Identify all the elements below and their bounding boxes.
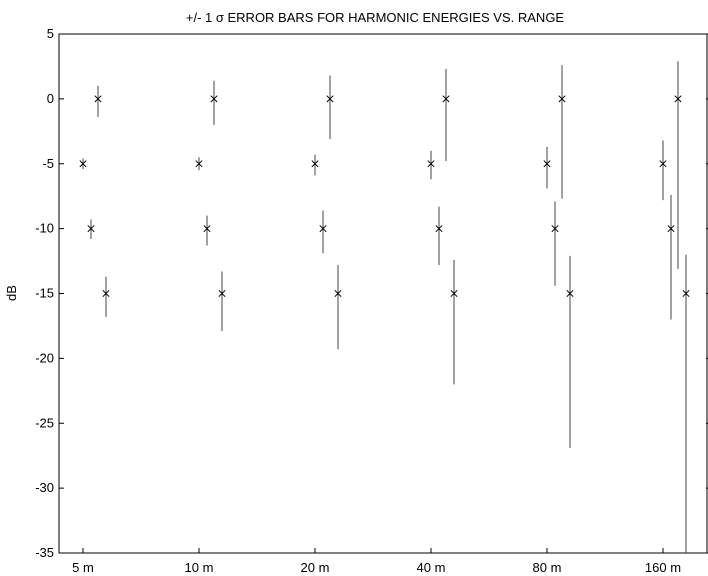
point-stroke-b [558,95,566,103]
x-tick-label-0: 5 m [72,560,94,575]
point-s2-c0 [87,225,95,233]
point-s2-c4 [551,225,559,233]
y-tick-label-4: -15 [35,286,54,301]
point-stroke-b [667,225,675,233]
point-s0-c1 [210,95,218,103]
point-stroke-b [311,160,319,168]
point-stroke-b [326,95,334,103]
point-stroke-b [94,95,102,103]
point-s1-c2 [311,160,319,168]
point-stroke-b [87,225,95,233]
point-s1-c4 [543,160,551,168]
point-s0-c3 [442,95,450,103]
point-s0-c5 [674,95,682,103]
point-stroke-b [102,289,110,298]
point-stroke-b [218,289,226,298]
point-stroke-b [450,289,458,298]
y-tick-label-6: -25 [35,415,54,430]
point-stroke-b [442,95,450,103]
point-stroke-b [203,225,211,233]
point-stroke-b [210,95,218,103]
y-tick-label-0: 5 [47,26,54,41]
point-s1-c1 [195,160,203,168]
plot-frame [58,33,708,554]
y-axis: 5 0 -5 -10 -15 -20 -25 -30 -35 [35,26,708,560]
point-stroke-b [319,225,327,233]
point-s2-c1 [203,225,211,233]
point-stroke-b [566,289,574,298]
x-axis: 5 m 10 m 20 m 40 m 80 m 160 m [72,548,681,575]
point-stroke-b [195,160,203,168]
point-s3-c2 [334,289,342,298]
point-s2-c3 [435,225,443,233]
x-tick-label-3: 40 m [417,560,446,575]
y-tick-label-5: -20 [35,350,54,365]
point-s0-c4 [558,95,566,103]
point-s3-c1 [218,289,226,298]
point-stroke-b [674,95,682,103]
point-s2-c5 [667,225,675,233]
point-stroke-b [682,289,690,298]
x-tick-label-5: 160 m [645,560,681,575]
point-s3-c5 [682,289,690,298]
point-s3-c3 [450,289,458,298]
point-s3-c4 [566,289,574,298]
y-tick-label-2: -5 [42,156,54,171]
point-s2-c2 [319,225,327,233]
error-bars [82,61,687,553]
x-tick-label-1: 10 m [185,560,214,575]
y-tick-label-1: 0 [47,91,54,106]
point-stroke-b [79,160,87,168]
point-stroke-b [334,289,342,298]
chart-title: +/- 1 σ ERROR BARS FOR HARMONIC ENERGIES… [186,10,565,25]
point-s0-c2 [326,95,334,103]
y-tick-label-7: -30 [35,480,54,495]
point-stroke-b [551,225,559,233]
point-s3-c0 [102,289,110,298]
point-stroke-b [427,160,435,168]
y-axis-title: dB [4,285,19,301]
point-s1-c3 [427,160,435,168]
point-s0-c0 [94,95,102,103]
point-stroke-b [543,160,551,168]
point-s1-c0 [79,160,87,168]
data-points [79,95,690,298]
point-s1-c5 [659,160,667,168]
x-tick-label-4: 80 m [533,560,562,575]
y-tick-label-8: -35 [35,545,54,560]
y-tick-label-3: -10 [35,221,54,236]
x-tick-label-2: 20 m [301,560,330,575]
point-stroke-b [659,160,667,168]
point-stroke-b [435,225,443,233]
